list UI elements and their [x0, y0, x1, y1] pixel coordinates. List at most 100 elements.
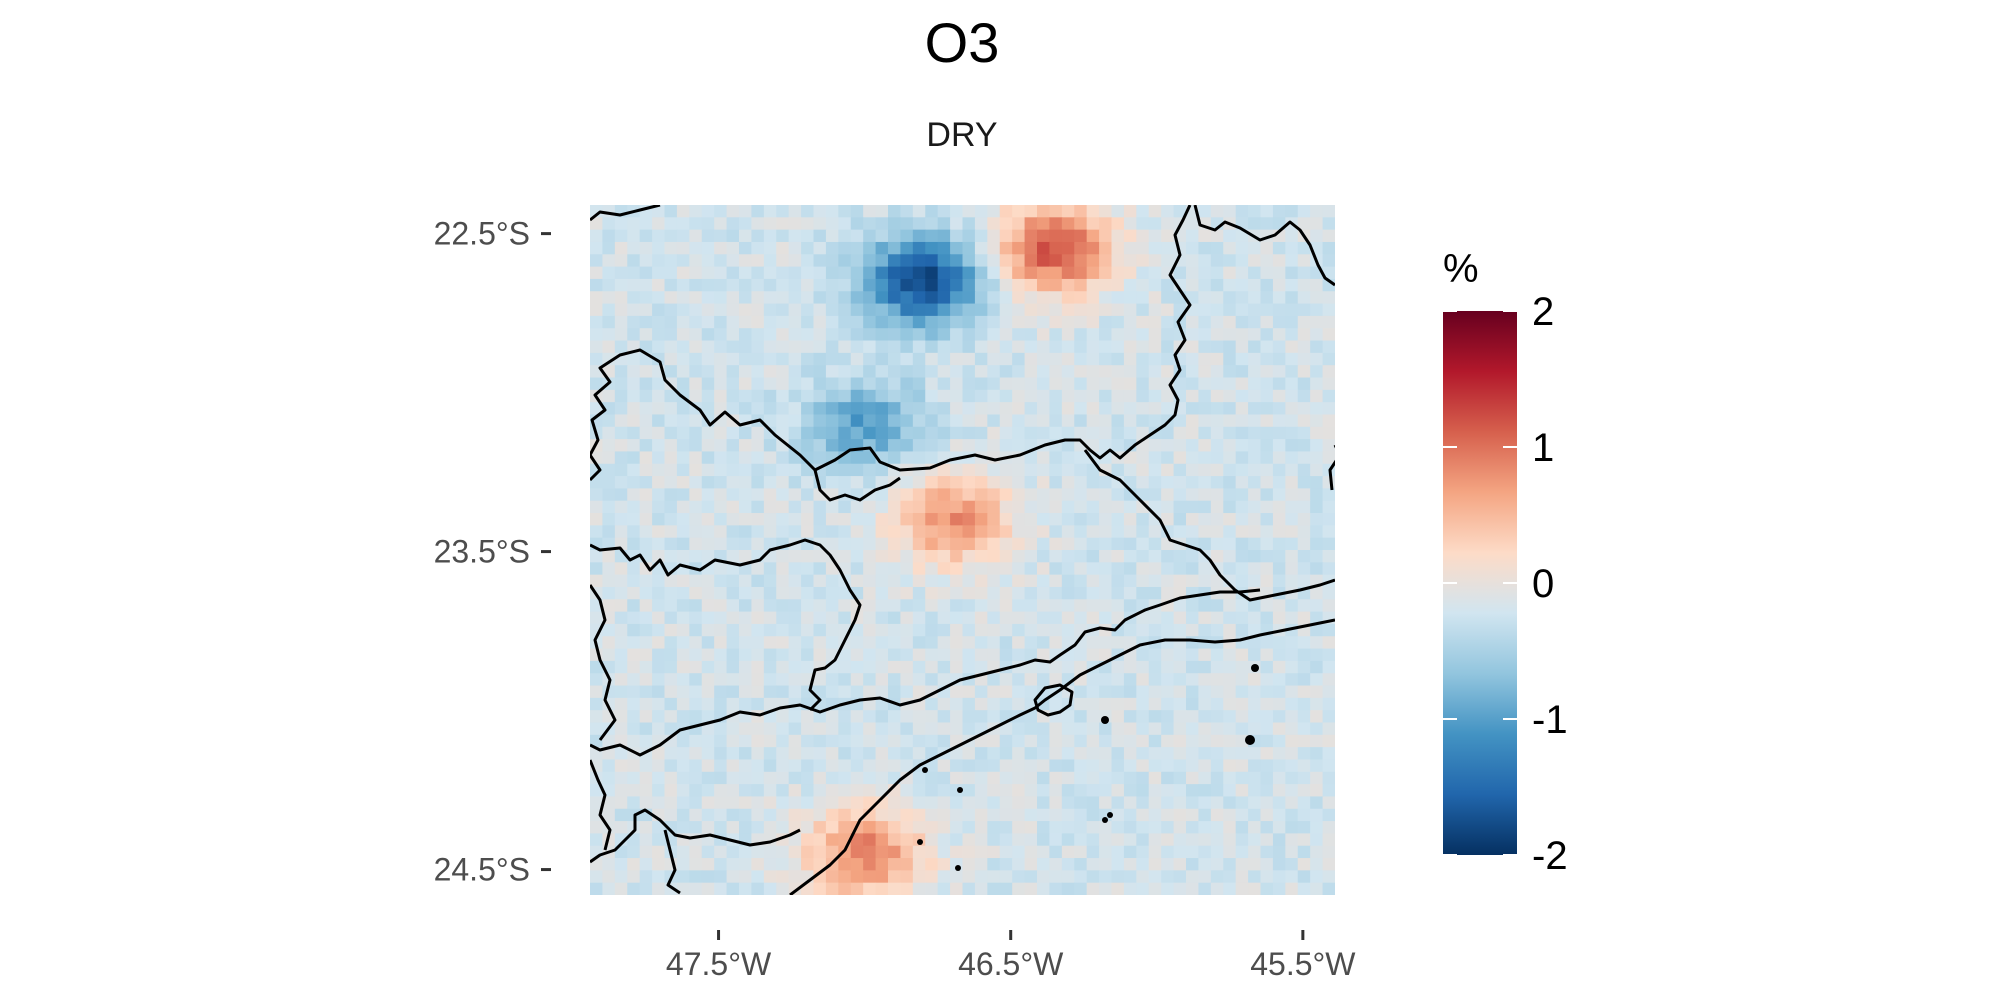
- field-cell: [925, 858, 939, 871]
- field-cell: [813, 722, 827, 736]
- field-cell: [627, 882, 641, 895]
- field-cell: [1210, 537, 1224, 551]
- field-cell: [1099, 315, 1113, 329]
- field-cell: [838, 550, 852, 563]
- field-cell: [1024, 229, 1038, 243]
- field-cell: [925, 439, 939, 453]
- field-cell: [1260, 611, 1274, 625]
- field-cell: [1297, 365, 1311, 379]
- field-cell: [1074, 796, 1088, 810]
- field-cell: [739, 623, 753, 637]
- field-cell: [863, 821, 877, 834]
- field-cell: [1024, 796, 1038, 810]
- field-cell: [1223, 845, 1237, 859]
- field-cell: [676, 784, 690, 798]
- field-cell: [602, 858, 616, 871]
- field-cell: [1148, 747, 1162, 761]
- field-cell: [1012, 833, 1026, 847]
- field-cell: [1024, 365, 1038, 379]
- field-cell: [1322, 488, 1335, 502]
- field-cell: [1322, 882, 1335, 895]
- field-cell: [1136, 710, 1150, 724]
- field-cell: [664, 697, 678, 711]
- field-cell: [888, 882, 902, 895]
- field-cell: [652, 833, 666, 847]
- field-cell: [763, 414, 777, 428]
- field-cell: [1186, 858, 1200, 871]
- field-cell: [1123, 463, 1137, 477]
- field-cell: [838, 315, 852, 329]
- field-cell: [1235, 315, 1249, 329]
- field-cell: [1012, 537, 1026, 551]
- field-cell: [1099, 488, 1113, 502]
- field-cell: [1037, 254, 1051, 268]
- field-cell: [602, 882, 616, 895]
- field-cell: [689, 451, 703, 465]
- field-cell: [739, 808, 753, 822]
- field-cell: [1049, 796, 1063, 810]
- field-cell: [1061, 303, 1075, 317]
- field-cell: [763, 550, 777, 563]
- field-cell: [912, 451, 926, 465]
- field-cell: [788, 771, 802, 785]
- field-cell: [689, 648, 703, 662]
- field-cell: [1049, 389, 1063, 403]
- field-cell: [1210, 328, 1224, 342]
- field-cell: [950, 537, 964, 551]
- field-cell: [739, 599, 753, 613]
- field-cell: [1210, 734, 1224, 748]
- field-cell: [1111, 697, 1125, 711]
- field-cell: [825, 882, 839, 895]
- field-cell: [1173, 426, 1187, 440]
- field-cell: [974, 747, 988, 761]
- field-cell: [714, 870, 728, 884]
- field-cell: [1248, 722, 1262, 736]
- field-cell: [813, 623, 827, 637]
- field-cell: [714, 525, 728, 539]
- field-cell: [1210, 796, 1224, 810]
- field-cell: [1186, 254, 1200, 268]
- field-cell: [863, 278, 877, 292]
- field-cell: [1074, 562, 1088, 576]
- field-cell: [614, 328, 628, 342]
- field-cell: [1248, 254, 1262, 268]
- field-cell: [689, 697, 703, 711]
- field-cell: [825, 217, 839, 231]
- field-cell: [676, 574, 690, 588]
- field-cell: [676, 697, 690, 711]
- field-cell: [1086, 525, 1100, 539]
- field-cell: [739, 241, 753, 255]
- field-cell: [1210, 488, 1224, 502]
- field-cell: [627, 623, 641, 637]
- field-cell: [1272, 476, 1286, 489]
- field-cell: [714, 771, 728, 785]
- field-cell: [652, 463, 666, 477]
- field-cell: [776, 759, 790, 773]
- field-cell: [689, 747, 703, 761]
- field-cell: [1123, 205, 1137, 218]
- field-cell: [1148, 266, 1162, 280]
- field-cell: [726, 870, 740, 884]
- field-cell: [900, 217, 914, 231]
- field-cell: [801, 278, 815, 292]
- field-cell: [950, 328, 964, 342]
- field-cell: [1186, 599, 1200, 613]
- field-cell: [1012, 796, 1026, 810]
- field-cell: [863, 402, 877, 416]
- field-cell: [937, 513, 951, 526]
- field-cell: [1086, 796, 1100, 810]
- field-cell: [1186, 352, 1200, 366]
- field-cell: [912, 870, 926, 884]
- field-cell: [1123, 673, 1137, 687]
- field-cell: [813, 636, 827, 650]
- field-cell: [614, 377, 628, 391]
- field-cell: [1061, 365, 1075, 379]
- field-cell: [676, 500, 690, 514]
- field-cell: [1272, 525, 1286, 539]
- field-cell: [1198, 377, 1212, 391]
- field-cell: [1198, 537, 1212, 551]
- field-cell: [664, 205, 678, 218]
- field-cell: [1074, 697, 1088, 711]
- field-cell: [1248, 574, 1262, 588]
- field-cell: [838, 500, 852, 514]
